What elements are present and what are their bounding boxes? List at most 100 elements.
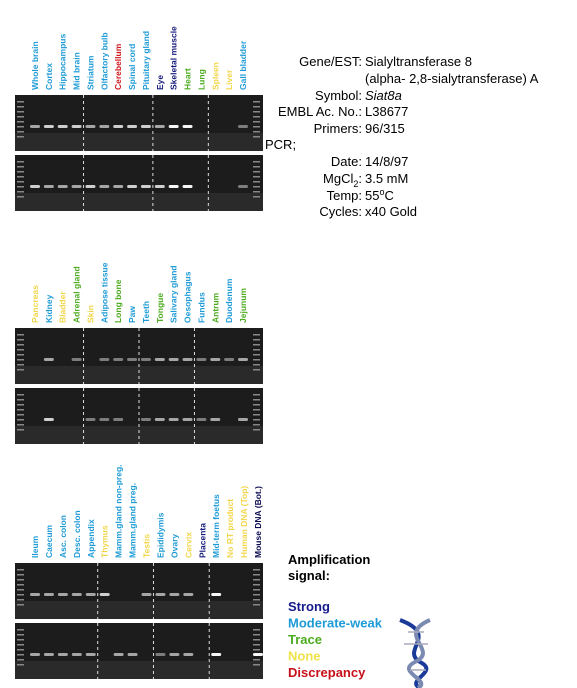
ladder-band — [17, 404, 24, 406]
gel-band — [168, 358, 179, 361]
gel-image — [15, 623, 263, 679]
legend-item: Moderate-weak — [288, 616, 383, 631]
ladder-band — [253, 599, 260, 601]
info-label-part: : — [358, 171, 362, 186]
info-value: L38677 — [365, 104, 408, 119]
ladder-band — [17, 429, 24, 431]
ladder-band — [17, 419, 24, 421]
info-value: 14/8/97 — [365, 154, 408, 169]
ladder-band — [17, 399, 24, 401]
lane-label: Duodenum — [224, 278, 234, 323]
lane-label: Long bone — [113, 279, 123, 323]
info-label-part: 2 — [353, 179, 358, 189]
gel-band — [211, 653, 222, 656]
ladder-band — [17, 654, 24, 656]
ladder-band — [17, 359, 24, 361]
ladder-band — [17, 131, 24, 133]
legend-item: None — [288, 649, 321, 664]
gel-haze — [15, 366, 263, 384]
lane-label: Antrum — [210, 292, 220, 323]
info-label: Temp: — [327, 188, 362, 203]
ladder-band — [253, 369, 260, 371]
ladder-band — [253, 569, 260, 571]
lane-label: Human DNA (Top) — [239, 486, 249, 558]
gel-band — [85, 653, 96, 656]
info-value: Sialyltransferase 8 — [365, 54, 472, 69]
gel-band — [57, 593, 68, 596]
lane-label: Cervix — [183, 532, 193, 558]
lane-label: Adipose tissue — [99, 262, 109, 323]
ladder-band — [17, 339, 24, 341]
lane-label: Fundus — [196, 292, 206, 323]
info-label: Gene/EST: — [299, 54, 362, 69]
ladder-band — [17, 569, 24, 571]
ladder-band — [17, 354, 24, 356]
lane-label: Skin — [85, 305, 95, 323]
gel-band — [154, 418, 165, 421]
gel-band — [182, 185, 193, 188]
legend-title: Amplification — [288, 552, 370, 567]
gel-band — [127, 653, 138, 656]
ladder-band — [253, 181, 260, 183]
ladder-band — [17, 171, 24, 173]
gel-image — [15, 155, 263, 211]
lane-label: Pituitary gland — [141, 31, 151, 90]
info-value-part: o — [379, 187, 384, 197]
gel-band — [113, 358, 124, 361]
gel-image — [15, 388, 263, 444]
ladder-band — [17, 106, 24, 108]
gel-band — [43, 358, 54, 361]
ladder-band — [17, 664, 24, 666]
gel-image — [15, 95, 263, 151]
ladder-band — [17, 649, 24, 651]
ladder-band — [253, 166, 260, 168]
gel-band — [57, 185, 68, 188]
ladder-band — [17, 334, 24, 336]
gel-band — [71, 593, 82, 596]
ladder-band — [17, 574, 24, 576]
gel-band — [238, 185, 248, 188]
info-label: MgCl2: — [323, 171, 362, 189]
ladder-band — [17, 166, 24, 168]
ladder-band — [253, 579, 260, 581]
ladder-band — [253, 584, 260, 586]
dna-icon — [399, 618, 431, 688]
ladder-band — [253, 659, 260, 661]
gel-band — [71, 125, 82, 128]
gel-band — [99, 418, 110, 421]
ladder-band — [253, 394, 260, 396]
gel-band — [85, 185, 96, 188]
ladder-band — [253, 349, 260, 351]
ladder-band — [253, 354, 260, 356]
gel-band — [43, 653, 54, 656]
gel-band — [224, 358, 235, 361]
ladder-band — [17, 186, 24, 188]
gel-band — [154, 358, 165, 361]
lane-label: Salivary gland — [169, 265, 179, 323]
ladder-band — [17, 161, 24, 163]
gel-band — [43, 185, 54, 188]
gel-band — [168, 418, 179, 421]
ladder-band — [17, 629, 24, 631]
ladder-band — [17, 121, 24, 123]
ladder-band — [253, 429, 260, 431]
ladder-band — [253, 359, 260, 361]
ladder-band — [253, 116, 260, 118]
ladder-band — [253, 131, 260, 133]
ladder-band — [253, 171, 260, 173]
lane-label: Striatum — [85, 55, 95, 90]
gel-band — [43, 593, 54, 596]
ladder-band — [253, 639, 260, 641]
info-value: 55oC — [365, 187, 394, 203]
gel-band — [127, 358, 138, 361]
lane-label: Oesophagus — [183, 271, 193, 323]
gel-band — [43, 125, 54, 128]
info-label: Date: — [331, 154, 362, 169]
ladder-band — [17, 101, 24, 103]
lane-label: Desc. colon — [72, 510, 82, 558]
gel-band — [238, 418, 248, 421]
gel-band — [30, 593, 40, 596]
ladder-band — [253, 186, 260, 188]
gel-band — [155, 593, 166, 596]
legend-item: Strong — [288, 599, 330, 614]
